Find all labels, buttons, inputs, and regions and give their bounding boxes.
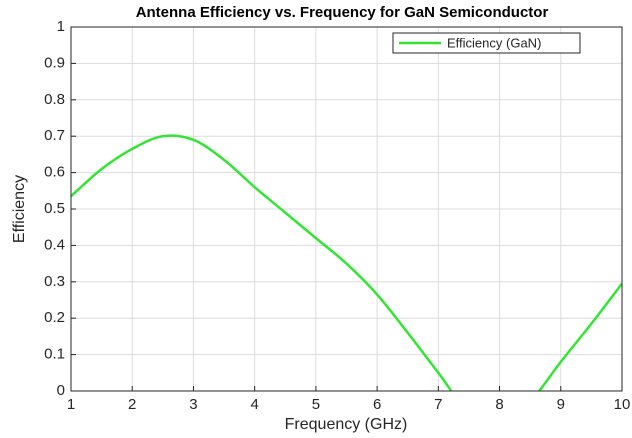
y-tick-label: 1 [57,18,65,35]
x-tick-label: 6 [373,396,381,413]
legend-label: Efficiency (GaN) [447,35,541,50]
data-line [71,134,622,391]
chart-title: Antenna Efficiency vs. Frequency for GaN… [136,4,549,21]
y-tick-label: 0.6 [44,164,65,181]
x-tick-label: 10 [614,396,631,413]
x-tick-label: 7 [434,396,442,413]
lines [71,134,622,391]
y-tick-label: 0 [57,382,65,399]
x-tick-label: 2 [128,396,136,413]
x-tick-label: 3 [189,396,197,413]
y-tick-label: 0.2 [44,309,65,326]
x-tick-label: 8 [495,396,503,413]
x-tick-label: 1 [67,396,75,413]
x-tick-label: 4 [250,396,258,413]
legend-box [392,32,581,54]
y-tick-label: 0.4 [44,236,65,253]
x-tick-label: 9 [557,396,565,413]
y-tick-label: 0.3 [44,273,65,290]
y-tick-label: 0.9 [44,54,65,71]
y-tick-label: 0.8 [44,91,65,108]
x-axis-label: Frequency (GHz) [285,416,408,433]
y-tick-label: 0.1 [44,346,65,363]
x-tick-label: 5 [312,396,320,413]
y-tick-label: 0.7 [44,127,65,144]
y-tick-label: 0.5 [44,200,65,217]
y-axis-label: Efficiency [11,175,28,243]
